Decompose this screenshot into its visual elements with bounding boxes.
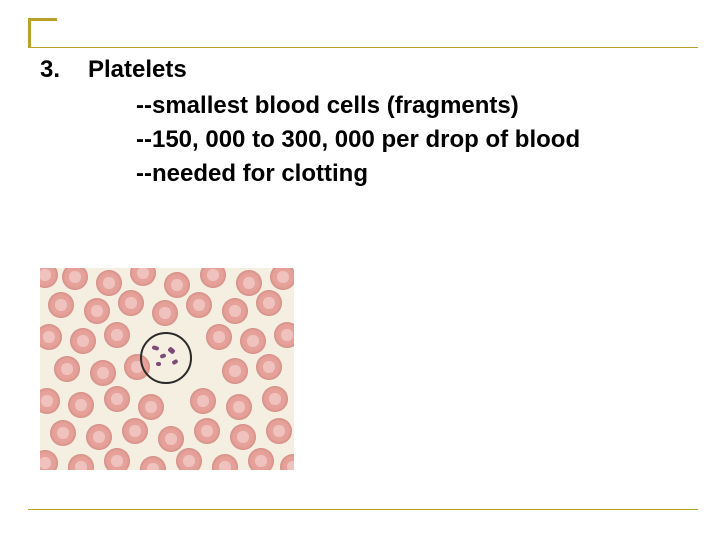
red-blood-cell — [176, 448, 202, 470]
red-blood-cell — [118, 290, 144, 316]
bullet-list: --smallest blood cells (fragments) --150… — [136, 90, 680, 190]
red-blood-cell — [96, 270, 122, 296]
red-blood-cell — [240, 328, 266, 354]
red-blood-cell — [50, 420, 76, 446]
red-blood-cell — [90, 360, 116, 386]
red-blood-cell — [270, 268, 294, 290]
red-blood-cell — [70, 328, 96, 354]
red-blood-cell — [186, 292, 212, 318]
red-blood-cell — [104, 448, 130, 470]
red-blood-cell — [164, 272, 190, 298]
annotation-circle — [140, 332, 192, 384]
red-blood-cell — [200, 268, 226, 288]
red-blood-cell — [130, 268, 156, 286]
red-blood-cell — [248, 448, 274, 470]
rule-bottom — [28, 509, 698, 510]
red-blood-cell — [68, 454, 94, 470]
red-blood-cell — [40, 268, 58, 288]
red-blood-cell — [40, 388, 60, 414]
red-blood-cell — [256, 354, 282, 380]
red-blood-cell — [152, 300, 178, 326]
micrograph-figure — [40, 268, 294, 470]
content-block: 3. Platelets --smallest blood cells (fra… — [40, 54, 680, 190]
red-blood-cell — [138, 394, 164, 420]
red-blood-cell — [48, 292, 74, 318]
red-blood-cell — [104, 386, 130, 412]
red-blood-cell — [68, 392, 94, 418]
bullet-item: --150, 000 to 300, 000 per drop of blood — [136, 124, 680, 156]
red-blood-cell — [226, 394, 252, 420]
red-blood-cell — [40, 450, 58, 470]
list-title: Platelets — [88, 54, 680, 86]
red-blood-cell — [194, 418, 220, 444]
red-blood-cell — [84, 298, 110, 324]
red-blood-cell — [236, 270, 262, 296]
red-blood-cell — [274, 322, 294, 348]
red-blood-cell — [222, 298, 248, 324]
red-blood-cell — [62, 268, 88, 290]
red-blood-cell — [212, 454, 238, 470]
red-blood-cell — [280, 454, 294, 470]
red-blood-cell — [158, 426, 184, 452]
corner-accent — [28, 18, 57, 47]
red-blood-cell — [262, 386, 288, 412]
slide: 3. Platelets --smallest blood cells (fra… — [0, 0, 720, 540]
red-blood-cell — [206, 324, 232, 350]
red-blood-cell — [104, 322, 130, 348]
list-number: 3. — [40, 54, 88, 86]
red-blood-cell — [122, 418, 148, 444]
micrograph — [40, 268, 294, 470]
red-blood-cell — [266, 418, 292, 444]
red-blood-cell — [230, 424, 256, 450]
list-item-heading: 3. Platelets — [40, 54, 680, 86]
red-blood-cell — [256, 290, 282, 316]
red-blood-cell — [140, 456, 166, 470]
red-blood-cell — [222, 358, 248, 384]
red-blood-cell — [86, 424, 112, 450]
red-blood-cell — [190, 388, 216, 414]
rule-top — [28, 47, 698, 48]
red-blood-cell — [40, 324, 62, 350]
bullet-item: --smallest blood cells (fragments) — [136, 90, 680, 122]
red-blood-cell — [54, 356, 80, 382]
bullet-item: --needed for clotting — [136, 158, 680, 190]
